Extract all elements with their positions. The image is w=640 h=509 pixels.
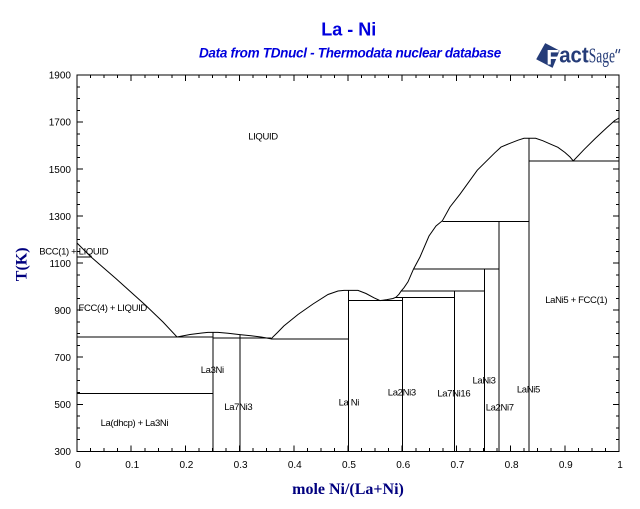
svg-text:0.4: 0.4 [288,460,302,471]
svg-text:1500: 1500 [49,165,72,176]
svg-text:La - Ni: La - Ni [321,20,376,40]
svg-text:La3Ni: La3Ni [201,365,224,376]
svg-text:1900: 1900 [49,71,72,82]
svg-text:300: 300 [54,447,71,458]
svg-text:La(dhcp) + La3Ni: La(dhcp) + La3Ni [101,418,169,429]
svg-text:FCC(4) + LIQUID: FCC(4) + LIQUID [79,303,148,314]
svg-text:1700: 1700 [49,118,72,129]
svg-text:La7Ni16: La7Ni16 [437,389,470,400]
svg-text:900: 900 [54,306,71,317]
svg-text:mole Ni/(La+Ni): mole Ni/(La+Ni) [292,481,404,498]
svg-text:act: act [559,42,589,67]
svg-text:1: 1 [617,460,623,471]
svg-text:LaNi5: LaNi5 [517,384,540,395]
svg-text:LIQUID: LIQUID [248,131,278,142]
svg-text:0.8: 0.8 [505,460,519,471]
svg-text:Data from TDnucl - Thermodata: Data from TDnucl - Thermodata nuclear da… [199,46,502,61]
svg-text:0.9: 0.9 [559,460,573,471]
svg-text:0.7: 0.7 [450,460,464,471]
svg-text:Sage: Sage [589,43,615,67]
svg-text:La7Ni3: La7Ni3 [224,402,252,413]
svg-text:0.1: 0.1 [125,460,139,471]
svg-text:T(K): T(K) [14,247,31,281]
svg-text:0.6: 0.6 [396,460,410,471]
svg-text:LaNi3: LaNi3 [472,375,495,386]
svg-text:La2Ni3: La2Ni3 [388,388,416,399]
svg-text:0: 0 [75,460,81,471]
svg-text:La2Ni7: La2Ni7 [486,402,514,413]
svg-text:BCC(1) + LIQUID: BCC(1) + LIQUID [39,247,108,258]
svg-text:0.3: 0.3 [234,460,248,471]
svg-text:1300: 1300 [49,212,72,223]
svg-text:La Ni: La Ni [339,398,360,409]
svg-text:0.2: 0.2 [179,460,193,471]
svg-text:700: 700 [54,353,71,364]
svg-text:LaNi5 + FCC(1): LaNi5 + FCC(1) [545,295,607,306]
svg-text:500: 500 [54,400,71,411]
svg-text:F: F [546,45,559,69]
svg-text:0.5: 0.5 [342,460,356,471]
svg-text:1100: 1100 [49,259,71,270]
